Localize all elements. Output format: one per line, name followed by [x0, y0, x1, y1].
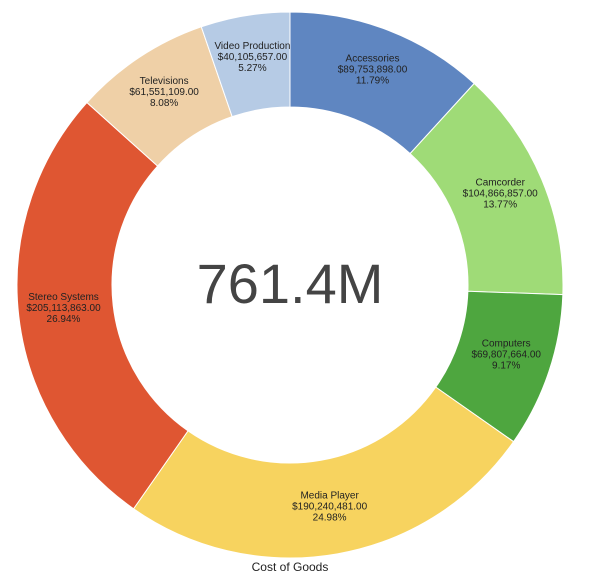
slice-video-production[interactable]: [200, 11, 291, 118]
donut-slice-labels: Accessories $89,753,898.00 11.79% Camcorder…: [26, 41, 541, 523]
slice-label-name: Accessories: [346, 53, 400, 64]
slice-label-value: $89,753,898.00: [338, 64, 408, 75]
slice-label-value: $40,105,657.00: [218, 52, 288, 63]
slice-label-media-player: Media Player $190,240,481.00 24.98%: [292, 491, 368, 524]
slice-label-percent: 9.17%: [492, 360, 520, 371]
donut-slices: [16, 11, 564, 559]
slice-stereo-systems[interactable]: [16, 101, 189, 510]
slice-label-percent: 13.77%: [483, 200, 517, 211]
slice-label-accessories: Accessories $89,753,898.00 11.79%: [338, 53, 408, 86]
center-total-label: 761.4M: [197, 252, 384, 315]
slice-label-name: Camcorder: [475, 178, 525, 189]
slice-label-name: Computers: [482, 338, 531, 349]
slice-label-value: $190,240,481.00: [292, 502, 368, 513]
slice-label-percent: 26.94%: [47, 314, 81, 325]
slice-label-value: $104,866,857.00: [463, 189, 539, 200]
slice-label-televisions: Televisions $61,551,109.00 8.08%: [129, 76, 199, 109]
slice-label-computers: Computers $69,807,664.00 9.17%: [471, 338, 541, 371]
slice-label-name: Video Production: [214, 41, 290, 52]
slice-label-name: Stereo Systems: [28, 292, 99, 303]
slice-label-camcorder: Camcorder $104,866,857.00 13.77%: [463, 178, 539, 211]
slice-label-percent: 24.98%: [313, 513, 347, 524]
slice-label-video-production: Video Production $40,105,657.00 5.27%: [214, 41, 290, 74]
slice-label-value: $69,807,664.00: [471, 349, 541, 360]
slice-label-percent: 11.79%: [356, 75, 389, 86]
slice-label-percent: 5.27%: [238, 63, 266, 74]
slice-media-player[interactable]: [132, 386, 515, 559]
slice-label-stereo-systems: Stereo Systems $205,113,863.00 26.94%: [26, 292, 101, 325]
slice-label-percent: 8.08%: [150, 98, 178, 109]
slice-label-value: $205,113,863.00: [26, 303, 101, 314]
chart-title: Cost of Goods: [252, 560, 329, 574]
slice-label-name: Media Player: [300, 491, 359, 502]
slice-label-value: $61,551,109.00: [129, 87, 199, 98]
slice-label-name: Televisions: [140, 76, 189, 87]
